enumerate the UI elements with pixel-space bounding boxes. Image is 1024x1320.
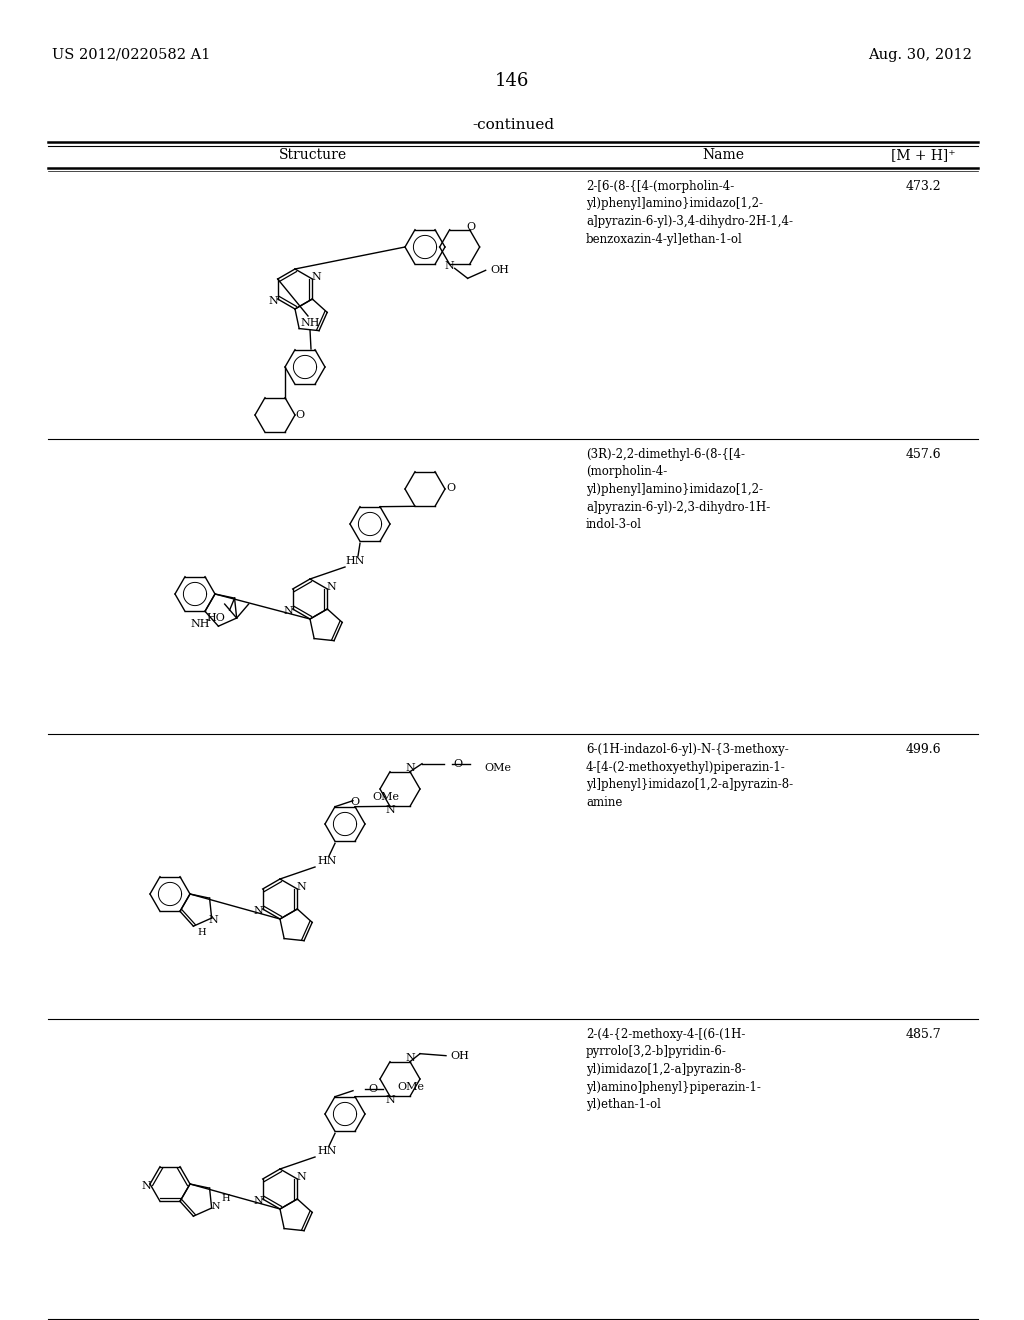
Text: N: N xyxy=(406,1052,415,1063)
Text: 6-(1H-indazol-6-yl)-N-{3-methoxy-
4-[4-(2-methoxyethyl)piperazin-1-
yl]phenyl}im: 6-(1H-indazol-6-yl)-N-{3-methoxy- 4-[4-(… xyxy=(586,743,794,808)
Text: Aug. 30, 2012: Aug. 30, 2012 xyxy=(868,48,972,62)
Text: N: N xyxy=(211,1201,220,1210)
Text: N: N xyxy=(327,582,336,591)
Text: N: N xyxy=(296,882,306,892)
Text: N: N xyxy=(254,1196,263,1206)
Text: N: N xyxy=(284,606,294,616)
Text: 499.6: 499.6 xyxy=(905,743,941,756)
Text: N: N xyxy=(406,763,415,772)
Text: N: N xyxy=(141,1181,151,1191)
Text: O: O xyxy=(454,759,463,768)
Text: N: N xyxy=(209,915,218,925)
Text: O: O xyxy=(369,1084,378,1094)
Text: (3R)-2,2-dimethyl-6-(8-{[4-
(morpholin-4-
yl)phenyl]amino}imidazo[1,2-
a]pyrazin: (3R)-2,2-dimethyl-6-(8-{[4- (morpholin-4… xyxy=(586,447,770,531)
Text: OMe: OMe xyxy=(372,792,399,801)
Text: H: H xyxy=(221,1193,230,1203)
Text: Structure: Structure xyxy=(279,148,347,162)
Text: O: O xyxy=(446,483,456,492)
Text: Name: Name xyxy=(702,148,744,162)
Text: OH: OH xyxy=(451,1051,469,1061)
Text: NH: NH xyxy=(300,318,319,327)
Text: N: N xyxy=(296,1172,306,1181)
Text: N: N xyxy=(311,272,322,282)
Text: HN: HN xyxy=(345,556,365,566)
Text: 2-[6-(8-{[4-(morpholin-4-
yl)phenyl]amino}imidazo[1,2-
a]pyrazin-6-yl)-3,4-dihyd: 2-[6-(8-{[4-(morpholin-4- yl)phenyl]amin… xyxy=(586,180,793,246)
Text: HN: HN xyxy=(317,855,337,866)
Text: O: O xyxy=(466,222,475,232)
Text: N: N xyxy=(385,1096,395,1105)
Text: US 2012/0220582 A1: US 2012/0220582 A1 xyxy=(52,48,210,62)
Text: HN: HN xyxy=(317,1146,337,1156)
Text: 473.2: 473.2 xyxy=(905,180,941,193)
Text: N: N xyxy=(385,805,395,816)
Text: 146: 146 xyxy=(495,73,529,90)
Text: 2-(4-{2-methoxy-4-[(6-(1H-
pyrrolo[3,2-b]pyridin-6-
yl)imidazo[1,2-a]pyrazin-8-
: 2-(4-{2-methoxy-4-[(6-(1H- pyrrolo[3,2-b… xyxy=(586,1028,761,1111)
Text: OMe: OMe xyxy=(484,763,511,772)
Text: OH: OH xyxy=(490,265,509,276)
Text: N: N xyxy=(444,261,455,272)
Text: NH: NH xyxy=(190,619,210,630)
Text: HO: HO xyxy=(206,614,225,623)
Text: [M + H]⁺: [M + H]⁺ xyxy=(891,148,955,162)
Text: 485.7: 485.7 xyxy=(905,1028,941,1041)
Text: N: N xyxy=(254,906,263,916)
Text: OMe: OMe xyxy=(397,1081,424,1092)
Text: H: H xyxy=(198,928,206,937)
Text: 457.6: 457.6 xyxy=(905,447,941,461)
Text: N: N xyxy=(269,296,279,306)
Text: O: O xyxy=(350,797,359,807)
Text: O: O xyxy=(296,411,304,420)
Text: -continued: -continued xyxy=(472,117,554,132)
